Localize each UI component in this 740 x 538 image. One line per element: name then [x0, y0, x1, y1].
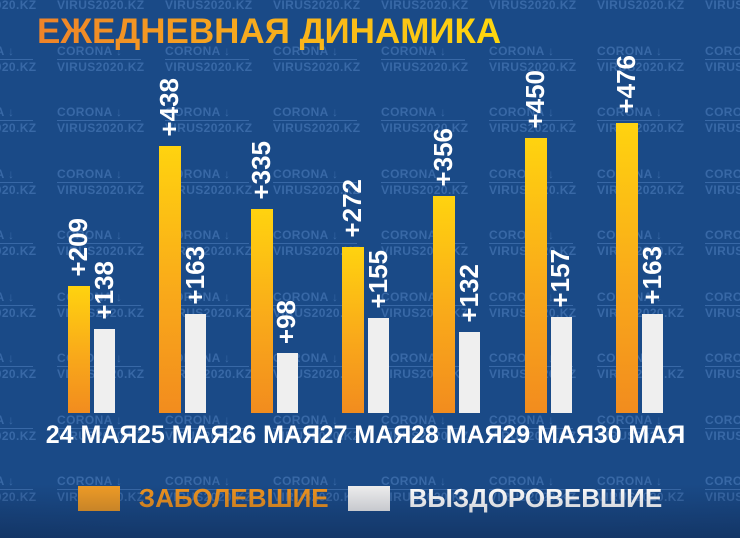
- bar-value-label: +438: [154, 78, 185, 137]
- watermark-tile: CORONA ↓VIRUS2020.KZ: [0, 228, 36, 258]
- bar-group: +272 +155 27 МАЯ: [320, 179, 412, 449]
- recovered-bar-column: +132: [454, 264, 484, 413]
- legend-swatch-recovered: [347, 485, 390, 511]
- infected-bar-column: +356: [428, 128, 458, 413]
- watermark-tile: CORONA ↓VIRUS2020.KZ: [705, 105, 740, 135]
- date-label: 28 МАЯ: [411, 421, 503, 449]
- recovered-bar-column: +163: [180, 246, 210, 413]
- bar-value-label: +356: [428, 128, 459, 187]
- watermark-tile: CORONA ↓VIRUS2020.KZ: [165, 0, 253, 12]
- recovered-bar: [459, 332, 481, 413]
- infected-bar: [250, 209, 273, 413]
- infected-bar: [68, 286, 90, 413]
- recovered-bar: [94, 329, 115, 413]
- infected-bar-column: +209: [63, 218, 93, 413]
- watermark-tile: CORONA ↓VIRUS2020.KZ: [597, 0, 685, 12]
- bar-value-label: +98: [271, 299, 302, 344]
- watermark-tile: CORONA ↓VIRUS2020.KZ: [0, 0, 37, 12]
- date-label: 26 МАЯ: [228, 421, 320, 449]
- infected-bar: [159, 146, 182, 413]
- infected-bar-column: +476: [611, 55, 641, 413]
- legend-swatch-infected: [77, 485, 120, 511]
- bar-value-label: +138: [88, 261, 119, 320]
- infected-bar-column: +335: [246, 141, 276, 413]
- date-label: 25 МАЯ: [137, 421, 229, 449]
- bar-chart: +209 +138 24 МАЯ +438 +163 25 МАЯ +335 +98 26 МА…: [46, 55, 686, 449]
- bar-group: +356 +132 28 МАЯ: [411, 128, 503, 449]
- recovered-bar: [276, 353, 298, 413]
- legend-label-recovered: ВЫЗДОРОВЕВШИЕ: [408, 483, 663, 513]
- date-label: 24 МАЯ: [45, 421, 138, 449]
- infected-bar-column: +272: [337, 179, 367, 413]
- watermark-tile: CORONA ↓VIRUS2020.KZ: [705, 0, 740, 12]
- recovered-bar: [641, 314, 663, 413]
- recovered-bar-column: +163: [637, 246, 667, 413]
- bar-value-label: +163: [179, 246, 210, 305]
- watermark-tile: CORONA ↓VIRUS2020.KZ: [273, 0, 361, 12]
- recovered-bar-column: +98: [271, 300, 301, 413]
- infected-bar-column: +438: [154, 78, 184, 413]
- date-label: 29 МАЯ: [502, 421, 594, 449]
- date-label: 27 МАЯ: [319, 421, 412, 449]
- watermark-tile: CORONA ↓VIRUS2020.KZ: [705, 228, 740, 258]
- infected-bar: [615, 123, 638, 413]
- bar-group: +476 +163 30 МАЯ: [594, 55, 686, 449]
- bar-group: +209 +138 24 МАЯ: [46, 218, 138, 449]
- watermark-tile: CORONA ↓VIRUS2020.KZ: [705, 413, 740, 443]
- infected-bar: [341, 247, 364, 413]
- legend-label-infected: ЗАБОЛЕВШИЕ: [138, 483, 329, 513]
- infected-bar: [524, 138, 547, 413]
- infected-bar-column: +450: [520, 70, 550, 413]
- watermark-tile: CORONA ↓VIRUS2020.KZ: [0, 105, 36, 135]
- recovered-bar: [185, 314, 207, 413]
- watermark-tile: CORONA ↓VIRUS2020.KZ: [57, 0, 145, 12]
- watermark-tile: CORONA ↓VIRUS2020.KZ: [705, 351, 740, 381]
- recovered-bar-column: +155: [363, 250, 393, 413]
- bar-group: +450 +157 29 МАЯ: [502, 70, 594, 449]
- watermark-tile: CORONA ↓VIRUS2020.KZ: [705, 290, 740, 320]
- recovered-bar-column: +157: [545, 249, 575, 413]
- legend: ЗАБОЛЕВШИЕ ВЫЗДОРОВЕВШИЕ: [0, 485, 740, 511]
- infected-bar: [433, 196, 456, 413]
- bar-value-label: +335: [245, 141, 276, 200]
- watermark-tile: CORONA ↓VIRUS2020.KZ: [0, 44, 36, 74]
- watermark-tile: CORONA ↓VIRUS2020.KZ: [705, 44, 740, 74]
- bar-value-label: +163: [636, 246, 667, 305]
- watermark-tile: CORONA ↓VIRUS2020.KZ: [0, 351, 36, 381]
- watermark-tile: CORONA ↓VIRUS2020.KZ: [381, 0, 469, 12]
- bar-group: +335 +98 26 МАЯ: [228, 141, 320, 449]
- bar-group: +438 +163 25 МАЯ: [137, 78, 229, 449]
- watermark-tile: CORONA ↓VIRUS2020.KZ: [489, 43, 577, 74]
- watermark-tile: CORONA ↓VIRUS2020.KZ: [705, 167, 740, 197]
- bar-value-label: +450: [519, 70, 550, 129]
- bar-value-label: +272: [337, 179, 368, 238]
- recovered-bar: [550, 317, 572, 413]
- bar-value-label: +157: [545, 249, 576, 308]
- page-title: ЕЖЕДНЕВНАЯ ДИНАМИКА: [37, 12, 502, 51]
- recovered-bar-column: +138: [89, 261, 119, 413]
- watermark-tile: CORONA ↓VIRUS2020.KZ: [0, 413, 36, 443]
- bar-value-label: +155: [362, 250, 393, 309]
- recovered-bar: [367, 318, 389, 413]
- watermark-tile: CORONA ↓VIRUS2020.KZ: [0, 290, 36, 320]
- date-label: 30 МАЯ: [593, 421, 686, 449]
- watermark-tile: CORONA ↓VIRUS2020.KZ: [0, 167, 36, 197]
- bar-value-label: +132: [453, 264, 484, 323]
- watermark-tile: CORONA ↓VIRUS2020.KZ: [489, 0, 577, 12]
- bar-value-label: +476: [611, 55, 642, 114]
